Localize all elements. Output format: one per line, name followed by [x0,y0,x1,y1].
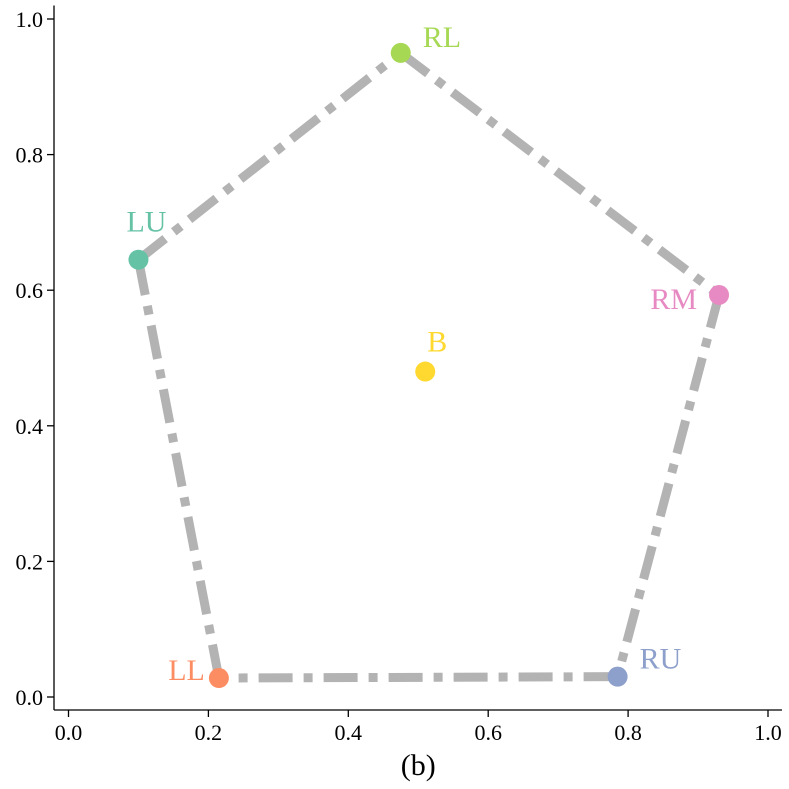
point-b [415,361,436,382]
point-ll [208,668,229,689]
point-ru [607,666,628,687]
polygon-edge-lu-rl [135,49,404,264]
x-axis-label: (b) [401,749,436,782]
polygon-edge-rm-ru [613,293,724,678]
point-lu [128,249,149,270]
x-tick-label: 0.0 [55,720,83,745]
point-label-ll: LL [168,654,205,687]
axes [53,5,782,711]
polygon-edge-rl-rm [398,49,722,299]
y-tick-label: 0.4 [16,414,44,439]
point-label-rl: RL [423,21,461,54]
x-tick-label: 0.6 [474,720,502,745]
x-ticks: 0.0 0.2 0.4 0.6 0.8 1.0 [55,710,782,745]
point-label-lu: LU [126,206,166,239]
y-tick-label: 0.6 [16,278,44,303]
points-layer: RL LU RM B LL RU [126,21,730,689]
point-label-b: B [427,326,447,359]
x-tick-label: 0.2 [195,720,223,745]
x-tick-label: 0.4 [335,720,363,745]
y-tick-label: 0.2 [16,549,44,574]
polygon-edge-ll-lu [134,258,224,679]
x-tick-label: 0.8 [614,720,642,745]
polygon-edge-ru-ll [218,672,618,683]
point-label-ru: RU [640,643,682,676]
y-tick-label: 1.0 [16,7,44,32]
y-ticks: 0.0 0.2 0.4 0.6 0.8 1.0 [16,7,54,710]
polygon-layer [134,49,724,683]
x-tick-label: 1.0 [754,720,782,745]
y-tick-label: 0.8 [16,143,44,168]
point-rl [390,42,411,63]
y-tick-label: 0.0 [16,685,44,710]
point-rm [709,284,730,305]
point-label-rm: RM [650,283,697,316]
